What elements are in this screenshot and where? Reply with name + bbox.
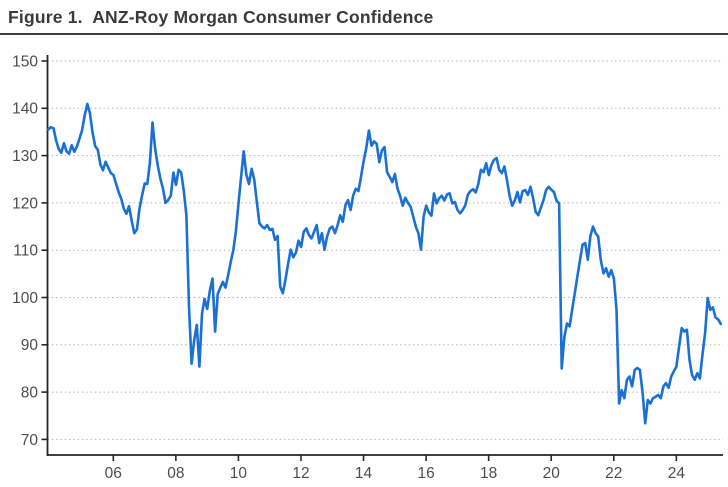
x-tick-label: 18 [480, 465, 497, 482]
x-tick-label: 10 [230, 465, 248, 482]
x-tick-label: 14 [355, 465, 373, 482]
x-tick-label: 06 [105, 465, 122, 482]
y-tick-label: 120 [12, 195, 38, 212]
x-tick-label: 24 [668, 465, 686, 482]
y-tick-label: 110 [13, 243, 38, 260]
y-tick-label: 90 [21, 337, 39, 354]
confidence-line [46, 102, 723, 425]
title-rule [0, 33, 728, 35]
y-tick-label: 140 [12, 101, 38, 118]
y-tick-label: 130 [12, 148, 38, 165]
y-tick-label: 150 [12, 53, 38, 70]
y-tick-label: 70 [21, 432, 39, 449]
y-tick-label: 80 [21, 385, 39, 402]
figure-title: Figure 1. ANZ-Roy Morgan Consumer Confid… [8, 7, 434, 27]
y-tick-label: 100 [12, 290, 38, 307]
x-tick-label: 20 [543, 465, 561, 482]
x-tick-label: 16 [417, 465, 434, 482]
x-tick-label: 08 [167, 465, 184, 482]
x-tick-label: 12 [292, 465, 309, 482]
x-tick-label: 22 [605, 465, 622, 482]
